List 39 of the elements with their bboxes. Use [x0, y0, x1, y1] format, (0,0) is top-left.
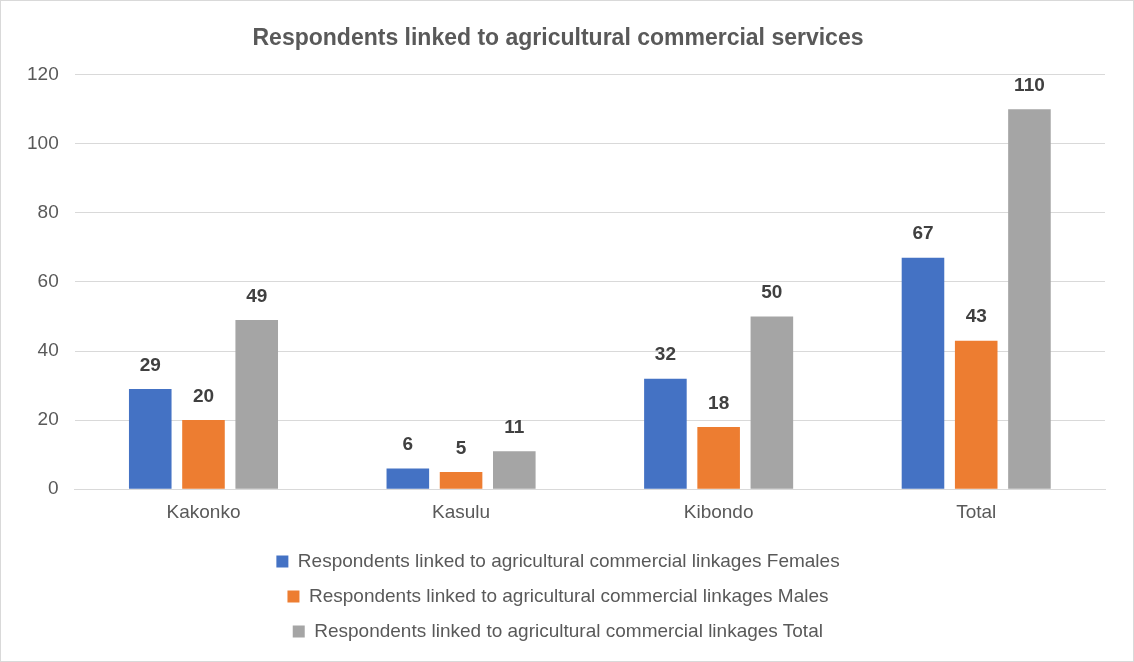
bar [750, 316, 794, 489]
bar [1008, 109, 1051, 489]
legend-label: Respondents linked to agricultural commercial linkages Total [314, 619, 823, 641]
y-tick-label: 0 [48, 477, 59, 499]
y-tick-label: 120 [27, 62, 59, 84]
bar [235, 319, 279, 489]
bar [439, 471, 483, 489]
bar [386, 468, 430, 489]
data-label: 18 [708, 391, 730, 413]
chart-title: Respondents linked to agricultural commercial services [252, 24, 864, 51]
data-label: 5 [455, 436, 467, 458]
legend-label: Respondents linked to agricultural commercial linkages Males [308, 584, 829, 606]
y-tick-label: 100 [27, 131, 59, 153]
bar [644, 378, 687, 489]
data-label: 43 [965, 305, 987, 327]
x-tick-label: Kibondo [683, 500, 754, 522]
data-label: 110 [1014, 73, 1045, 95]
bar [954, 340, 998, 489]
bar [697, 427, 740, 489]
data-label: 49 [246, 284, 268, 306]
bar [493, 451, 536, 489]
data-label: 6 [402, 433, 414, 455]
y-tick-label: 60 [37, 270, 59, 292]
y-tick-label: 20 [37, 408, 59, 430]
data-label: 67 [912, 222, 934, 244]
data-label: 11 [504, 415, 525, 437]
y-tick-label: 80 [37, 201, 59, 223]
bar [182, 420, 225, 489]
y-tick-label: 40 [37, 339, 59, 361]
bar [128, 389, 172, 489]
x-tick-label: Kakonko [166, 500, 241, 522]
legend-label: Respondents linked to agricultural commercial linkages Females [297, 549, 840, 571]
data-label: 32 [654, 343, 676, 365]
x-tick-label: Total [956, 500, 997, 522]
data-label: 29 [139, 353, 161, 375]
data-label: 20 [192, 384, 215, 406]
x-tick-label: Kasulu [432, 500, 491, 522]
bar [901, 257, 945, 489]
data-label: 50 [761, 281, 783, 303]
